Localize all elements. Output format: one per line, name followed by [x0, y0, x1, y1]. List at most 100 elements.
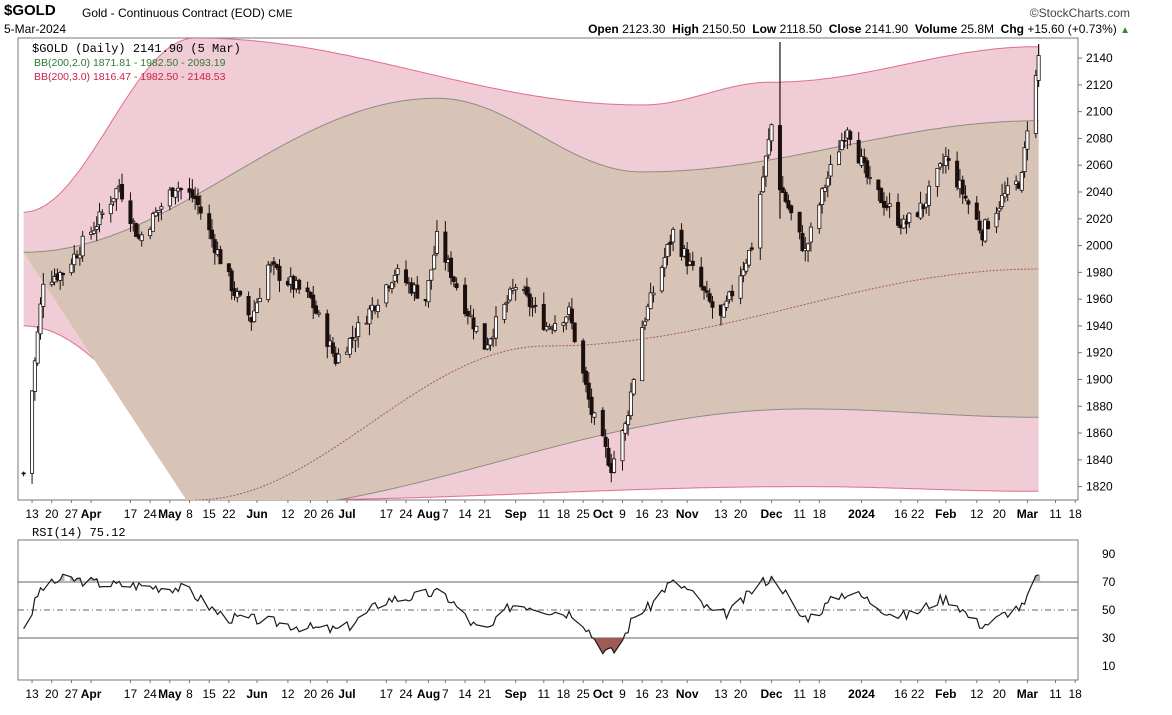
candle-body — [226, 263, 231, 273]
rsi-xtick-label: May — [158, 687, 182, 701]
candle-body — [820, 188, 825, 205]
description-text: Gold - Continuous Contract (EOD) — [82, 6, 265, 20]
price-xtick-label: 18 — [813, 507, 827, 521]
candle-body — [69, 263, 74, 274]
candle-body — [488, 338, 493, 346]
price-panel: 1820184018601880190019201940196019802000… — [17, 37, 1113, 521]
rsi-xtick-label: 24 — [143, 687, 157, 701]
candle-body — [668, 241, 673, 245]
candle-body — [867, 177, 872, 179]
rsi-xtick-label: 18 — [557, 687, 571, 701]
candle-body — [581, 340, 586, 374]
candle-body — [589, 396, 594, 416]
rsi-xtick-label: 16 — [636, 687, 650, 701]
candle-body — [887, 203, 892, 207]
price-xtick-label: 26 — [321, 507, 335, 521]
candle-body — [415, 284, 420, 299]
chg-value: +15.60 (+0.73%) — [1027, 22, 1117, 36]
rsi-xtick-label: Feb — [935, 687, 956, 701]
price-xtick-label: 20 — [304, 507, 318, 521]
candle-body — [530, 306, 535, 309]
candle-body — [471, 317, 476, 330]
candle-body — [747, 249, 752, 266]
candle-body — [977, 220, 982, 231]
candle-body — [330, 342, 335, 354]
candle-body — [434, 230, 439, 254]
rsi-xtick-label: 9 — [619, 687, 626, 701]
price-xtick-label: Dec — [761, 507, 783, 521]
candle-body — [271, 261, 276, 265]
price-xtick-label: 17 — [124, 507, 138, 521]
candle-body — [353, 337, 358, 341]
candle-body — [690, 260, 695, 266]
price-ytick-label: 1840 — [1086, 453, 1113, 467]
candle-body — [918, 202, 923, 219]
price-xtick-label: 21 — [478, 507, 492, 521]
candle-body — [766, 138, 771, 156]
candle-body — [392, 274, 397, 282]
candle-body — [114, 188, 119, 200]
price-xtick-label: 16 — [894, 507, 908, 521]
rsi-ytick-label: 90 — [1102, 547, 1116, 561]
rsi-xtick-label: 2024 — [848, 687, 875, 701]
candle-body — [527, 293, 532, 307]
candle-body — [148, 228, 153, 237]
price-xtick-label: Nov — [676, 507, 699, 521]
candle-body — [30, 390, 35, 474]
chart-symbol-title: $GOLD — [4, 2, 56, 19]
price-ytick-label: 1940 — [1086, 319, 1113, 333]
candle-body — [789, 205, 794, 214]
price-xtick-label: 12 — [970, 507, 984, 521]
rsi-xtick-label: Dec — [761, 687, 783, 701]
candle-body — [842, 139, 847, 142]
price-xtick-label: 11 — [793, 507, 806, 521]
candle-body — [665, 244, 670, 257]
candle-body — [468, 314, 473, 317]
candle-body — [426, 280, 431, 303]
rsi-line — [23, 573, 1039, 655]
candle-body — [749, 247, 754, 250]
candle-body — [153, 211, 158, 217]
rsi-xtick-label: Apr — [81, 687, 102, 701]
candle-body — [955, 160, 960, 188]
rsi-xtick-label: 22 — [222, 687, 236, 701]
rsi-xtick-label: 7 — [442, 687, 449, 701]
candle-body — [482, 323, 487, 350]
candle-body — [881, 200, 886, 208]
candle-body — [198, 206, 203, 214]
candle-body — [943, 156, 948, 166]
candle-body — [744, 262, 749, 272]
candle-body — [493, 316, 498, 339]
candle-body — [685, 249, 690, 267]
price-xtick-label: 18 — [1069, 507, 1083, 521]
candle-body — [266, 264, 271, 301]
price-xtick-label: 14 — [458, 507, 472, 521]
candle-body — [336, 353, 341, 364]
candle-body — [879, 187, 884, 204]
candle-body — [648, 292, 653, 309]
rsi-xtick-label: 17 — [124, 687, 138, 701]
candle-body — [463, 284, 468, 315]
candle-body — [252, 310, 257, 323]
candle-body — [173, 189, 178, 198]
rsi-xtick-label: 13 — [25, 687, 39, 701]
rsi-xtick-label: 26 — [321, 687, 335, 701]
candle-body — [825, 177, 830, 187]
low-label: Low — [752, 22, 777, 36]
candle-body — [806, 243, 811, 252]
candle-body — [297, 279, 302, 290]
candle-body — [561, 322, 566, 326]
candle-body — [150, 213, 155, 232]
chart-date: 5-Mar-2024 — [4, 22, 67, 36]
candle-body — [465, 310, 470, 317]
candle-body — [254, 302, 259, 313]
candle-body — [305, 287, 310, 293]
candle-body — [1014, 180, 1019, 185]
candle-body — [702, 286, 707, 291]
price-xtick-label: Mar — [1017, 507, 1039, 521]
candle-body — [432, 254, 437, 270]
candle-body — [179, 188, 184, 191]
price-xtick-label: 20 — [45, 507, 59, 521]
open-label: Open — [588, 22, 619, 36]
candle-body — [513, 287, 518, 291]
